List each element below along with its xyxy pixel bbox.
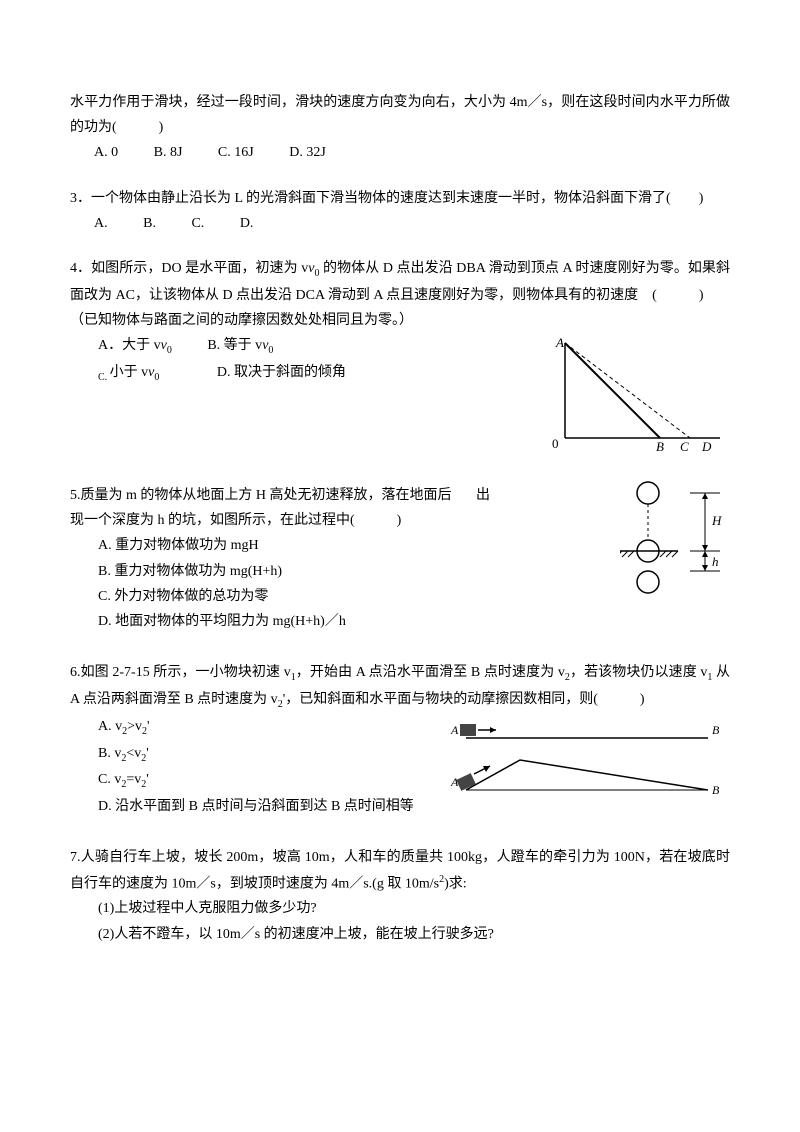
question-5: H h 5.质量为 m 的物体从地面上方 H 高处无初速释放，落在地面后 出 现… — [70, 483, 730, 634]
q4-text-part1: 4．如图所示，DO 是水平面，初速为 v — [70, 261, 308, 276]
q7-text: 7.人骑自行车上坡，坡长 200m，坡高 10m，人和车的质量共 100kg，人… — [70, 845, 730, 896]
svg-text:A: A — [450, 723, 459, 737]
q4-opt-d: D. 取决于斜面的倾角 — [217, 365, 346, 380]
q4-opt-b: B. 等于 vv0 — [207, 338, 273, 353]
q4-note: （已知物体与路面之间的动摩擦因数处处相同且为零。） — [70, 308, 730, 333]
svg-text:C: C — [680, 439, 689, 453]
q4-opt-c: C. 小于 vv0 — [98, 365, 159, 380]
q3-opt-a: A. — [94, 216, 108, 231]
question-3: 3．一个物体由静止沿长为 L 的光滑斜面下滑当物体的速度达到末速度一半时，物体沿… — [70, 186, 730, 236]
svg-text:h: h — [712, 554, 719, 569]
q2-opt-d: D. 32J — [289, 145, 326, 160]
q5-wrap-char: 出 — [476, 483, 490, 508]
q4-text: 4．如图所示，DO 是水平面，初速为 vv0 的物体从 D 点出发沿 DBA 滑… — [70, 256, 730, 308]
q3-opt-b: B. — [143, 216, 156, 231]
q7-sub1: (1)上坡过程中人克服阻力做多少功? — [70, 896, 730, 921]
q4-opt-a: A．大于 vv0 — [98, 338, 172, 353]
question-4: 4．如图所示，DO 是水平面，初速为 vv0 的物体从 D 点出发沿 DBA 滑… — [70, 256, 730, 453]
svg-text:D: D — [701, 439, 712, 453]
svg-text:0: 0 — [552, 436, 559, 451]
question-7: 7.人骑自行车上坡，坡长 200m，坡高 10m，人和车的质量共 100kg，人… — [70, 845, 730, 946]
q3-opt-d: D. — [240, 216, 254, 231]
q2-opt-a: A. 0 — [94, 145, 118, 160]
q7-sub2: (2)人若不蹬车，以 10m／s 的初速度冲上坡，能在坡上行驶多远? — [70, 922, 730, 947]
q3-text: 3．一个物体由静止沿长为 L 的光滑斜面下滑当物体的速度达到末速度一半时，物体沿… — [70, 186, 730, 211]
q2-text: 水平力作用于滑块，经过一段时间，滑块的速度方向变为向右，大小为 4m／s，则在这… — [70, 90, 730, 140]
q2-options: A. 0 B. 8J C. 16J D. 32J — [70, 140, 730, 165]
q6-text: 6.如图 2-7-15 所示，一小物块初速 v1，开始由 A 点沿水平面滑至 B… — [70, 660, 730, 714]
question-6: 6.如图 2-7-15 所示，一小物块初速 v1，开始由 A 点沿水平面滑至 B… — [70, 660, 730, 819]
q5-drop-figure: H h — [620, 479, 730, 599]
q5-opt-d: D. 地面对物体的平均阻力为 mg(H+h)／h — [70, 609, 730, 634]
q2-opt-b: B. 8J — [154, 145, 183, 160]
svg-text:B: B — [712, 723, 720, 737]
svg-text:A: A — [450, 775, 459, 789]
svg-text:B: B — [656, 439, 664, 453]
q4-triangle-figure: A 0 B C D — [550, 333, 730, 453]
question-2: 水平力作用于滑块，经过一段时间，滑块的速度方向变为向右，大小为 4m／s，则在这… — [70, 90, 730, 166]
svg-text:B: B — [712, 783, 720, 797]
q3-opt-c: C. — [191, 216, 204, 231]
q3-options: A. B. C. D. — [70, 211, 730, 236]
svg-text:H: H — [711, 513, 722, 528]
q2-opt-c: C. 16J — [218, 145, 254, 160]
q6-path-figure: A B A B — [450, 718, 730, 804]
svg-text:A: A — [555, 335, 564, 350]
